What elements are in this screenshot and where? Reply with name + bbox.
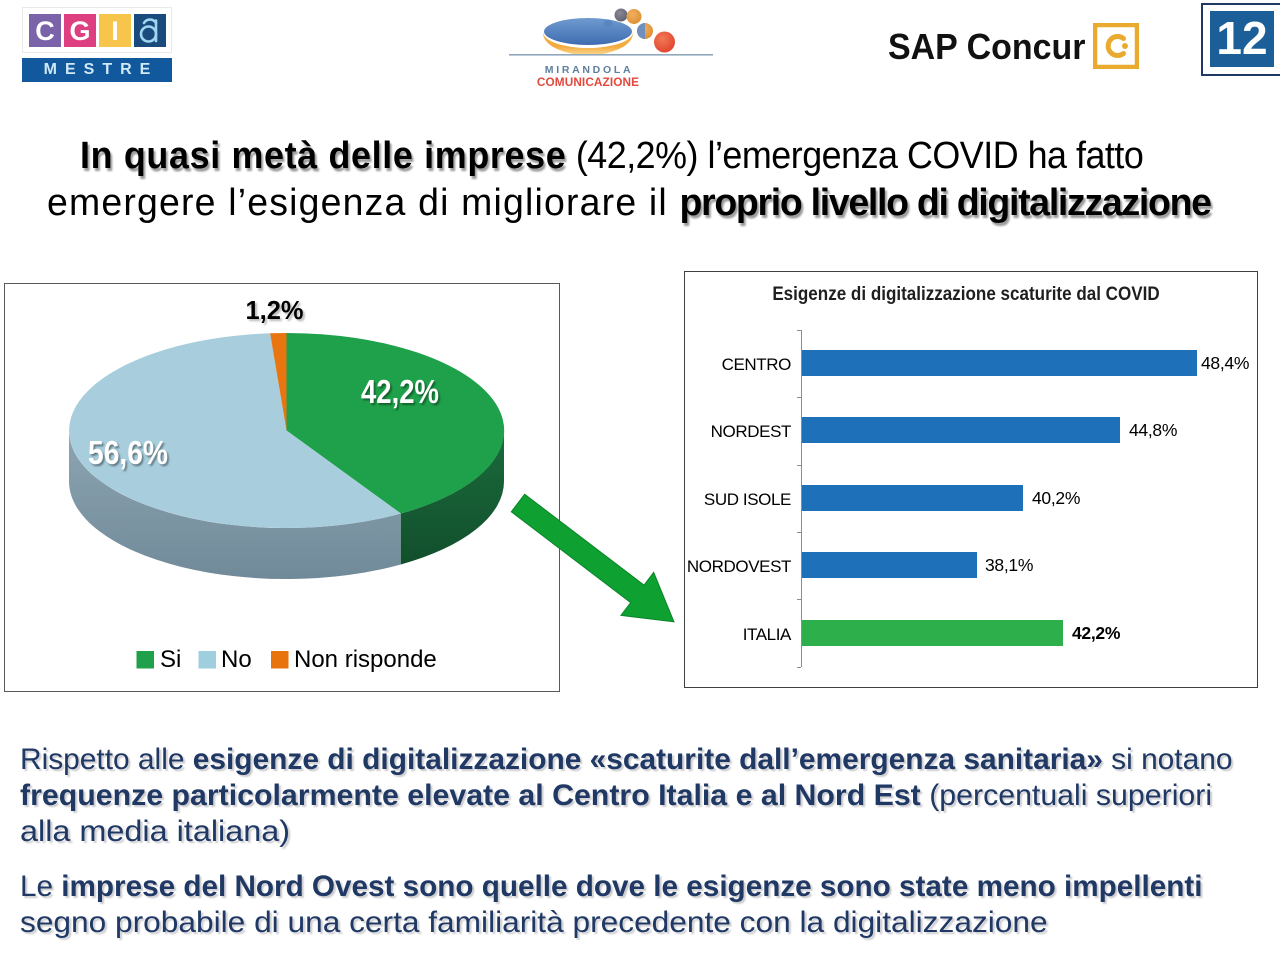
svg-text:Si: Si — [160, 646, 181, 673]
svg-text:42,2%: 42,2% — [361, 373, 439, 410]
svg-text:COMUNICAZIONE: COMUNICAZIONE — [537, 75, 639, 89]
svg-text:56,6%: 56,6% — [88, 434, 168, 471]
svg-text:Non risponde: Non risponde — [294, 646, 437, 673]
svg-text:1,2%: 1,2% — [246, 295, 304, 325]
svg-text:MIRANDOLA: MIRANDOLA — [545, 64, 633, 76]
svg-text:No: No — [221, 646, 252, 673]
